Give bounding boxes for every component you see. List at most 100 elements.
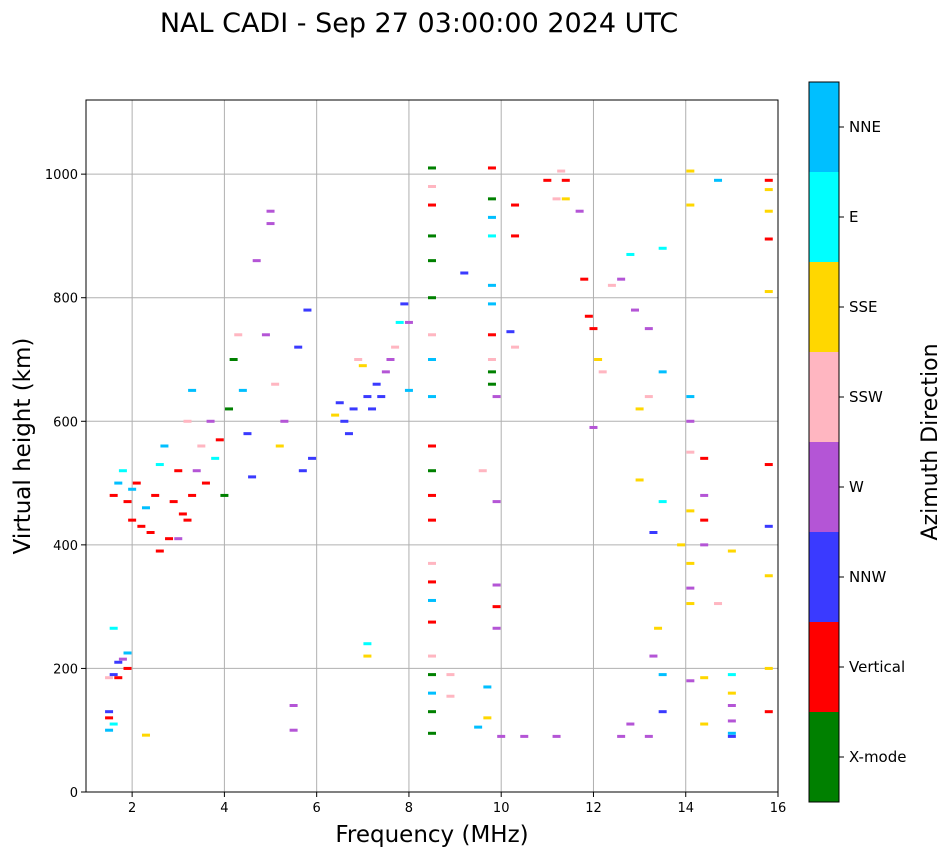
data-point [617, 734, 626, 738]
data-point [658, 673, 667, 677]
data-point [487, 358, 496, 361]
colorbar-swatch [809, 82, 839, 172]
data-point [727, 719, 736, 723]
data-point [225, 407, 234, 411]
data-point [626, 252, 635, 256]
data-point [197, 444, 206, 448]
data-point [428, 185, 436, 188]
data-point [363, 395, 372, 399]
data-point [561, 197, 570, 201]
data-point [478, 469, 487, 473]
data-point [649, 654, 658, 658]
data-point [686, 419, 695, 423]
data-point [206, 419, 215, 423]
colorbar-label: NNE [849, 118, 881, 136]
data-point [358, 364, 367, 368]
data-point [386, 358, 395, 361]
data-point [155, 463, 164, 467]
data-point [460, 271, 469, 275]
data-point [686, 395, 695, 399]
data-point [483, 716, 492, 720]
data-point [428, 395, 436, 399]
data-point [105, 710, 114, 714]
x-tick-label: 14 [677, 801, 694, 816]
data-point [368, 407, 377, 411]
data-point [169, 500, 178, 504]
data-point [686, 679, 695, 683]
data-point [727, 731, 736, 735]
data-point [428, 580, 436, 584]
data-point [686, 203, 695, 207]
data-point [589, 327, 598, 331]
data-point [428, 333, 436, 337]
data-point [243, 432, 252, 436]
data-point [428, 673, 436, 677]
data-point [354, 358, 363, 361]
colorbar-label: W [849, 478, 864, 496]
data-point [474, 725, 483, 729]
data-point [114, 481, 123, 485]
data-point [234, 333, 243, 337]
data-point [266, 209, 275, 213]
data-point [492, 583, 501, 587]
data-point [381, 370, 390, 374]
data-point [123, 500, 132, 504]
colorbar-swatch [809, 532, 839, 622]
data-point [428, 654, 436, 658]
data-point [118, 657, 127, 661]
data-point [109, 626, 118, 630]
data-point [700, 456, 709, 460]
data-point [446, 694, 455, 698]
data-point [635, 407, 644, 411]
colorbar: X-mode Vertical NNW W SSW SSE E NNE [808, 81, 906, 803]
data-point [183, 518, 192, 522]
data-point [487, 215, 496, 219]
data-point [607, 283, 616, 287]
y-axis-label: Virtual height (km) [10, 338, 36, 555]
data-point [446, 673, 455, 677]
data-point [700, 518, 709, 522]
data-point [714, 178, 723, 182]
data-point [700, 493, 709, 497]
data-point [764, 209, 773, 213]
data-point [105, 728, 114, 732]
colorbar-swatch [809, 622, 839, 712]
data-point [727, 549, 736, 553]
colorbar-swatch [809, 262, 839, 352]
data-point [428, 518, 436, 522]
data-point [109, 493, 118, 497]
data-point [677, 543, 686, 547]
data-point [487, 166, 496, 170]
plot-area: 2 4 6 8 10 12 14 16 0 200 400 600 800 1000 [45, 99, 786, 816]
data-point [686, 450, 695, 454]
data-point [764, 524, 773, 528]
data-point [626, 722, 635, 726]
data-point [589, 425, 598, 429]
data-point [271, 382, 280, 386]
data-point [764, 710, 773, 714]
data-point [764, 237, 773, 241]
data-point [764, 463, 773, 467]
data-point [700, 676, 709, 680]
data-point [492, 500, 501, 504]
x-tick-label: 2 [128, 801, 136, 816]
colorbar-swatch [809, 712, 839, 802]
data-point [487, 283, 496, 287]
data-point [764, 574, 773, 578]
data-point [428, 296, 436, 300]
colorbar-title: Azimuth Direction [918, 343, 943, 540]
colorbar-label: Vertical [849, 658, 905, 676]
data-point [492, 395, 501, 399]
data-point [141, 506, 150, 510]
y-axis-ticks: 0 200 400 600 800 1000 [45, 168, 86, 801]
data-point [487, 234, 496, 238]
data-point [155, 549, 164, 553]
data-point [340, 419, 349, 423]
data-point [630, 308, 639, 312]
data-point [280, 419, 289, 423]
colorbar-swatch [809, 442, 839, 532]
x-tick-label: 10 [493, 801, 510, 816]
y-tick-label: 200 [53, 662, 78, 677]
data-point [428, 598, 436, 602]
